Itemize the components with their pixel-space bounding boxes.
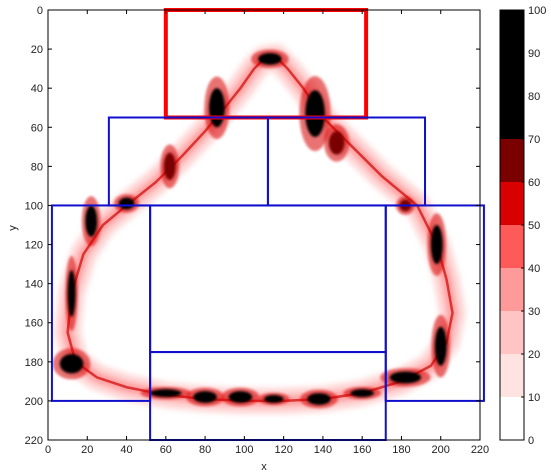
hotspot bbox=[434, 326, 447, 366]
y-tick-label: 20 bbox=[31, 44, 43, 56]
y-tick-label: 120 bbox=[25, 240, 43, 252]
colorbar bbox=[499, 9, 525, 441]
colorbar-tick-label: 0 bbox=[528, 435, 534, 447]
colorbar-tick-label: 20 bbox=[528, 349, 540, 361]
hotspot bbox=[193, 391, 217, 403]
y-tick-label: 100 bbox=[25, 200, 43, 212]
colorbar-tick-label: 100 bbox=[528, 5, 546, 17]
colorbar-bin bbox=[500, 10, 524, 139]
hotspot bbox=[228, 391, 253, 403]
colorbar-bin bbox=[500, 182, 524, 225]
y-tick-label: 40 bbox=[31, 83, 43, 95]
hotspot bbox=[258, 53, 282, 65]
hotspot bbox=[430, 225, 443, 265]
hotspot bbox=[350, 389, 374, 397]
x-tick-label: 180 bbox=[392, 444, 410, 456]
y-axis-label: y bbox=[7, 225, 19, 231]
y-tick-label: 140 bbox=[25, 279, 43, 291]
colorbar-bin bbox=[500, 397, 524, 440]
y-tick-label: 220 bbox=[25, 435, 43, 447]
hotspot bbox=[118, 197, 135, 210]
colorbar-bin bbox=[500, 268, 524, 311]
colorbar-tick-label: 60 bbox=[528, 177, 540, 189]
plot-area bbox=[47, 8, 485, 441]
hotspot bbox=[209, 88, 225, 128]
plot-frame bbox=[47, 9, 481, 441]
colorbar-ticks: 0 10 20 30 40 50 60 70 80 90 100 bbox=[521, 5, 546, 447]
colorbar-bin bbox=[500, 225, 524, 268]
hotspot bbox=[328, 131, 345, 155]
colorbar-bin bbox=[500, 354, 524, 397]
hotspot bbox=[163, 152, 176, 181]
hotspot bbox=[67, 269, 76, 317]
colorbar-bin bbox=[500, 311, 524, 354]
x-axis-label: x bbox=[261, 461, 267, 473]
x-tick-label: 140 bbox=[314, 444, 332, 456]
colorbar-tick-label: 70 bbox=[528, 134, 540, 146]
colorbar-tick-label: 10 bbox=[528, 392, 540, 404]
x-tick-label: 120 bbox=[274, 444, 292, 456]
x-tick-label: 0 bbox=[45, 444, 51, 456]
hotspot bbox=[85, 205, 98, 237]
colorbar-tick-label: 40 bbox=[528, 263, 540, 275]
x-tick-label: 200 bbox=[432, 444, 450, 456]
x-tick-label: 160 bbox=[353, 444, 371, 456]
y-tick-label: 200 bbox=[25, 396, 43, 408]
hotspot bbox=[305, 90, 325, 138]
hotspot bbox=[150, 389, 182, 397]
colorbar-bin bbox=[500, 139, 524, 182]
x-tick-label: 80 bbox=[199, 444, 211, 456]
x-tick-label: 60 bbox=[160, 444, 172, 456]
colorbar-tick-label: 80 bbox=[528, 91, 540, 103]
y-tick-label: 160 bbox=[25, 318, 43, 330]
x-tick-label: 40 bbox=[120, 444, 132, 456]
hotspot bbox=[389, 371, 422, 384]
x-tick-label: 220 bbox=[471, 444, 489, 456]
colorbar-tick-label: 30 bbox=[528, 306, 540, 318]
y-tick-label: 0 bbox=[37, 5, 43, 17]
hotspot bbox=[264, 395, 284, 403]
colorbar-tick-label: 90 bbox=[528, 48, 540, 60]
hotspot-layer bbox=[52, 49, 451, 409]
y-tick-label: 180 bbox=[25, 357, 43, 369]
y-tick-label: 80 bbox=[31, 161, 43, 173]
hotspot bbox=[307, 393, 331, 405]
y-tick-label: 60 bbox=[31, 122, 43, 134]
x-tick-label: 100 bbox=[235, 444, 253, 456]
x-axis-ticks: 0 20 40 60 80 100 120 140 160 180 200 220 bbox=[45, 10, 489, 456]
hotspot bbox=[59, 354, 84, 374]
colorbar-tick-label: 50 bbox=[528, 220, 540, 232]
y-axis-ticks: 0 20 40 60 80 100 120 140 160 180 200 220 bbox=[25, 5, 480, 447]
x-tick-label: 20 bbox=[81, 444, 93, 456]
